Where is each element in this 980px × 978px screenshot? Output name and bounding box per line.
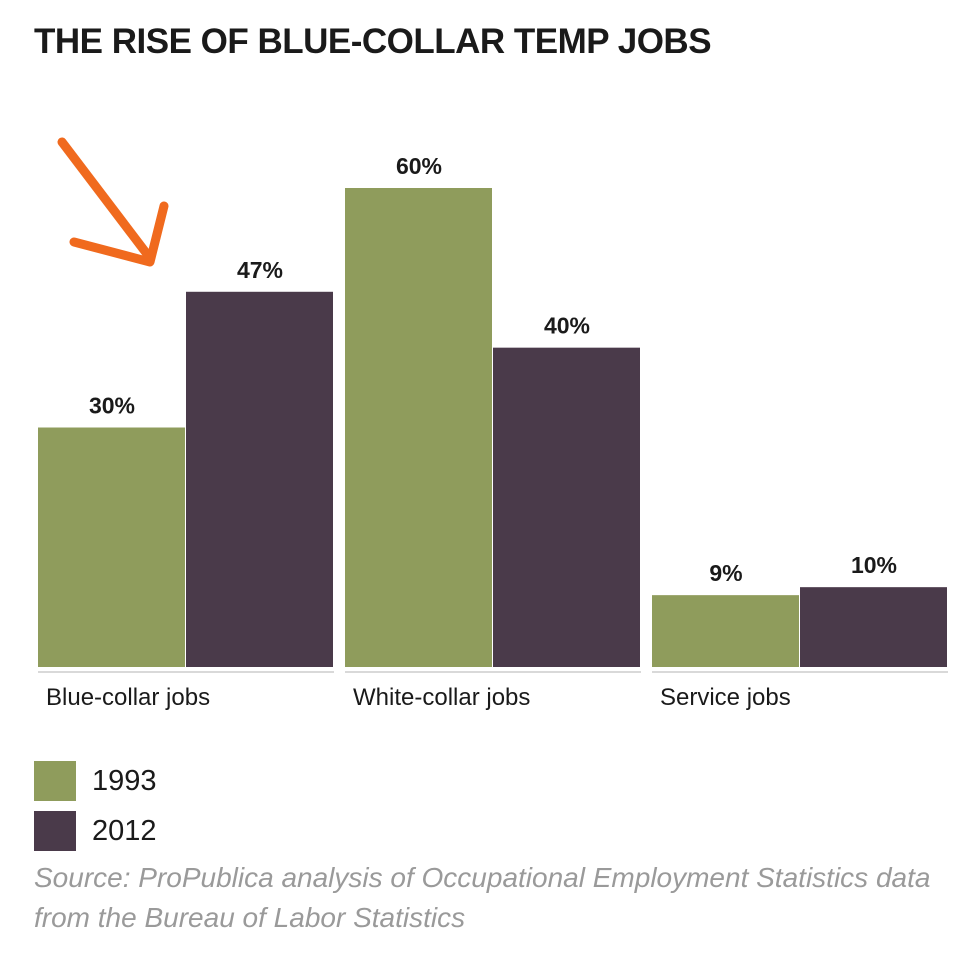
data-label-2012-2: 10% <box>851 552 897 578</box>
data-label-1993-0: 30% <box>89 393 135 419</box>
bar-1993-1 <box>345 188 492 667</box>
source-note: Source: ProPublica analysis of Occupatio… <box>34 862 931 933</box>
legend-swatch-2012 <box>34 811 76 851</box>
data-label-2012-1: 40% <box>544 313 590 339</box>
bar-chart: 30% 47% 60% 40% 9% 10% Blue-collar jobs White-… <box>38 137 948 711</box>
arrow-shaft <box>57 137 155 263</box>
bar-2012-1 <box>493 347 640 667</box>
legend-label-2012: 2012 <box>92 814 157 847</box>
bar-1993-0 <box>38 427 185 667</box>
category-baseline-2 <box>652 671 948 673</box>
arrow-head <box>69 201 169 267</box>
bar-2012-0 <box>186 291 333 667</box>
category-label-0: Blue-collar jobs <box>46 684 210 711</box>
legend-swatch-1993 <box>34 761 76 801</box>
data-label-1993-1: 60% <box>396 153 442 179</box>
baseline <box>38 671 948 673</box>
category-label-2: Service jobs <box>660 684 791 711</box>
bar-2012-2 <box>800 587 947 667</box>
data-label-1993-2: 9% <box>709 560 742 586</box>
category-baseline-0 <box>38 671 334 673</box>
annotation-arrow <box>57 137 169 267</box>
chart-title: THE RISE OF BLUE-COLLAR TEMP JOBS <box>34 22 712 61</box>
legend: 1993 2012 <box>34 756 157 856</box>
value-labels: 30% 47% 60% 40% 9% 10% <box>89 153 897 586</box>
category-label-1: White-collar jobs <box>353 684 530 711</box>
legend-item-1993: 1993 <box>34 756 157 806</box>
legend-label-1993: 1993 <box>92 764 157 797</box>
category-labels: Blue-collar jobs White-collar jobs Service… <box>46 684 791 711</box>
category-baseline-1 <box>345 671 641 673</box>
data-label-2012-0: 47% <box>237 257 283 283</box>
bar-1993-2 <box>652 595 799 667</box>
legend-item-2012: 2012 <box>34 806 157 856</box>
bars <box>38 188 947 667</box>
